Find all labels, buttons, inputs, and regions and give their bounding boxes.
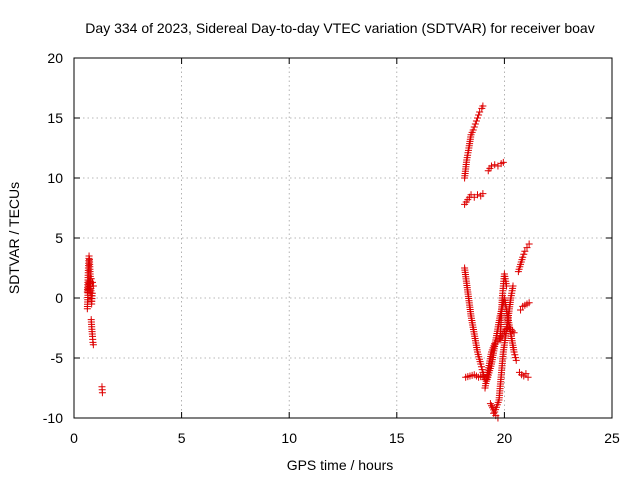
data-points: [83, 102, 533, 422]
y-tick-label: -10: [43, 410, 63, 426]
data-point: [87, 275, 95, 283]
data-point: [500, 328, 508, 336]
data-point: [98, 389, 106, 397]
x-tick-label: 5: [178, 430, 186, 446]
data-point: [509, 282, 517, 290]
data-point: [470, 123, 478, 131]
data-point: [476, 108, 484, 116]
y-tick-label: -5: [51, 350, 64, 366]
x-tick-label: 25: [604, 430, 620, 446]
data-point: [479, 190, 487, 198]
data-point: [508, 327, 516, 335]
x-tick-label: 15: [389, 430, 405, 446]
x-axis-label: GPS time / hours: [287, 457, 394, 473]
data-point: [521, 247, 529, 255]
y-tick-label: 10: [47, 170, 63, 186]
data-point: [517, 306, 525, 314]
data-point: [472, 117, 480, 125]
data-point: [520, 250, 528, 258]
axis-ticks: 0 5 10 15 20 25 -10 -5 0 5 10 15 20: [43, 50, 620, 446]
data-point: [479, 102, 487, 110]
data-point: [522, 370, 530, 378]
y-tick-label: 15: [47, 110, 63, 126]
data-point: [474, 114, 481, 122]
data-point: [89, 282, 97, 290]
x-tick-label: 10: [281, 430, 297, 446]
data-point: [469, 126, 477, 134]
data-point: [512, 356, 520, 364]
y-tick-label: 20: [47, 50, 63, 66]
chart-title: Day 334 of 2023, Sidereal Day-to-day VTE…: [85, 20, 594, 36]
y-axis-label: SDTVAR / TECUs: [6, 182, 22, 294]
data-point: [499, 158, 507, 166]
y-tick-label: 5: [55, 230, 63, 246]
grid-lines: [74, 58, 612, 418]
y-tick-label: 0: [55, 290, 63, 306]
data-point: [504, 324, 512, 332]
x-tick-label: 20: [497, 430, 513, 446]
data-point: [503, 282, 511, 290]
data-point: [507, 325, 515, 333]
data-point: [474, 191, 481, 199]
data-point: [86, 288, 94, 296]
x-tick-label: 0: [70, 430, 78, 446]
data-point: [475, 111, 483, 119]
data-point: [89, 278, 97, 286]
data-point: [524, 373, 532, 381]
data-point: [502, 326, 510, 334]
data-point: [491, 161, 499, 169]
data-point: [510, 329, 518, 337]
data-point: [471, 120, 479, 128]
data-point: [525, 240, 533, 248]
data-point: [89, 341, 97, 349]
data-point: [487, 162, 495, 170]
data-point: [523, 244, 531, 252]
data-point: [479, 372, 487, 380]
data-point: [519, 253, 527, 261]
data-point: [525, 299, 533, 307]
